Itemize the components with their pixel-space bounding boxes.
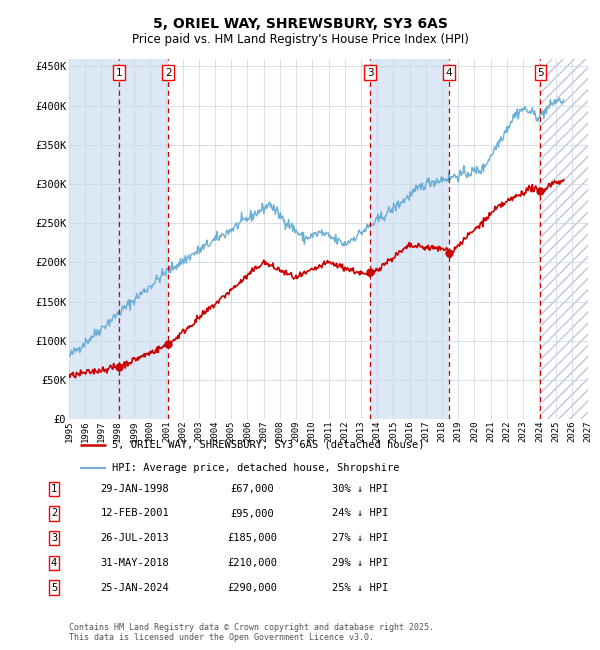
Text: HPI: Average price, detached house, Shropshire: HPI: Average price, detached house, Shro… xyxy=(112,463,400,473)
Text: 24% ↓ HPI: 24% ↓ HPI xyxy=(332,508,388,519)
Text: 30% ↓ HPI: 30% ↓ HPI xyxy=(332,484,388,494)
Text: 25% ↓ HPI: 25% ↓ HPI xyxy=(332,582,388,593)
Text: £210,000: £210,000 xyxy=(227,558,277,568)
Bar xyxy=(119,58,168,419)
Text: 2: 2 xyxy=(165,68,172,77)
Text: Price paid vs. HM Land Registry's House Price Index (HPI): Price paid vs. HM Land Registry's House … xyxy=(131,32,469,46)
Text: £67,000: £67,000 xyxy=(230,484,274,494)
Text: 31-MAY-2018: 31-MAY-2018 xyxy=(101,558,169,568)
Bar xyxy=(541,58,588,419)
Text: 26-JUL-2013: 26-JUL-2013 xyxy=(101,533,169,543)
Text: 2: 2 xyxy=(51,508,57,519)
Text: 1: 1 xyxy=(116,68,122,77)
Text: £185,000: £185,000 xyxy=(227,533,277,543)
Text: 29% ↓ HPI: 29% ↓ HPI xyxy=(332,558,388,568)
Text: 27% ↓ HPI: 27% ↓ HPI xyxy=(332,533,388,543)
Text: £290,000: £290,000 xyxy=(227,582,277,593)
Text: 25-JAN-2024: 25-JAN-2024 xyxy=(101,582,169,593)
Bar xyxy=(69,58,119,419)
Text: 12-FEB-2001: 12-FEB-2001 xyxy=(101,508,169,519)
Text: 5: 5 xyxy=(51,582,57,593)
Text: 5: 5 xyxy=(537,68,544,77)
Text: 3: 3 xyxy=(367,68,373,77)
Text: 1: 1 xyxy=(51,484,57,494)
Text: 29-JAN-1998: 29-JAN-1998 xyxy=(101,484,169,494)
Text: 3: 3 xyxy=(51,533,57,543)
Text: Contains HM Land Registry data © Crown copyright and database right 2025.
This d: Contains HM Land Registry data © Crown c… xyxy=(69,623,434,642)
Bar xyxy=(370,58,449,419)
Text: 4: 4 xyxy=(446,68,452,77)
Text: 5, ORIEL WAY, SHREWSBURY, SY3 6AS (detached house): 5, ORIEL WAY, SHREWSBURY, SY3 6AS (detac… xyxy=(112,439,425,450)
Text: 4: 4 xyxy=(51,558,57,568)
Text: 5, ORIEL WAY, SHREWSBURY, SY3 6AS: 5, ORIEL WAY, SHREWSBURY, SY3 6AS xyxy=(152,17,448,31)
Text: £95,000: £95,000 xyxy=(230,508,274,519)
